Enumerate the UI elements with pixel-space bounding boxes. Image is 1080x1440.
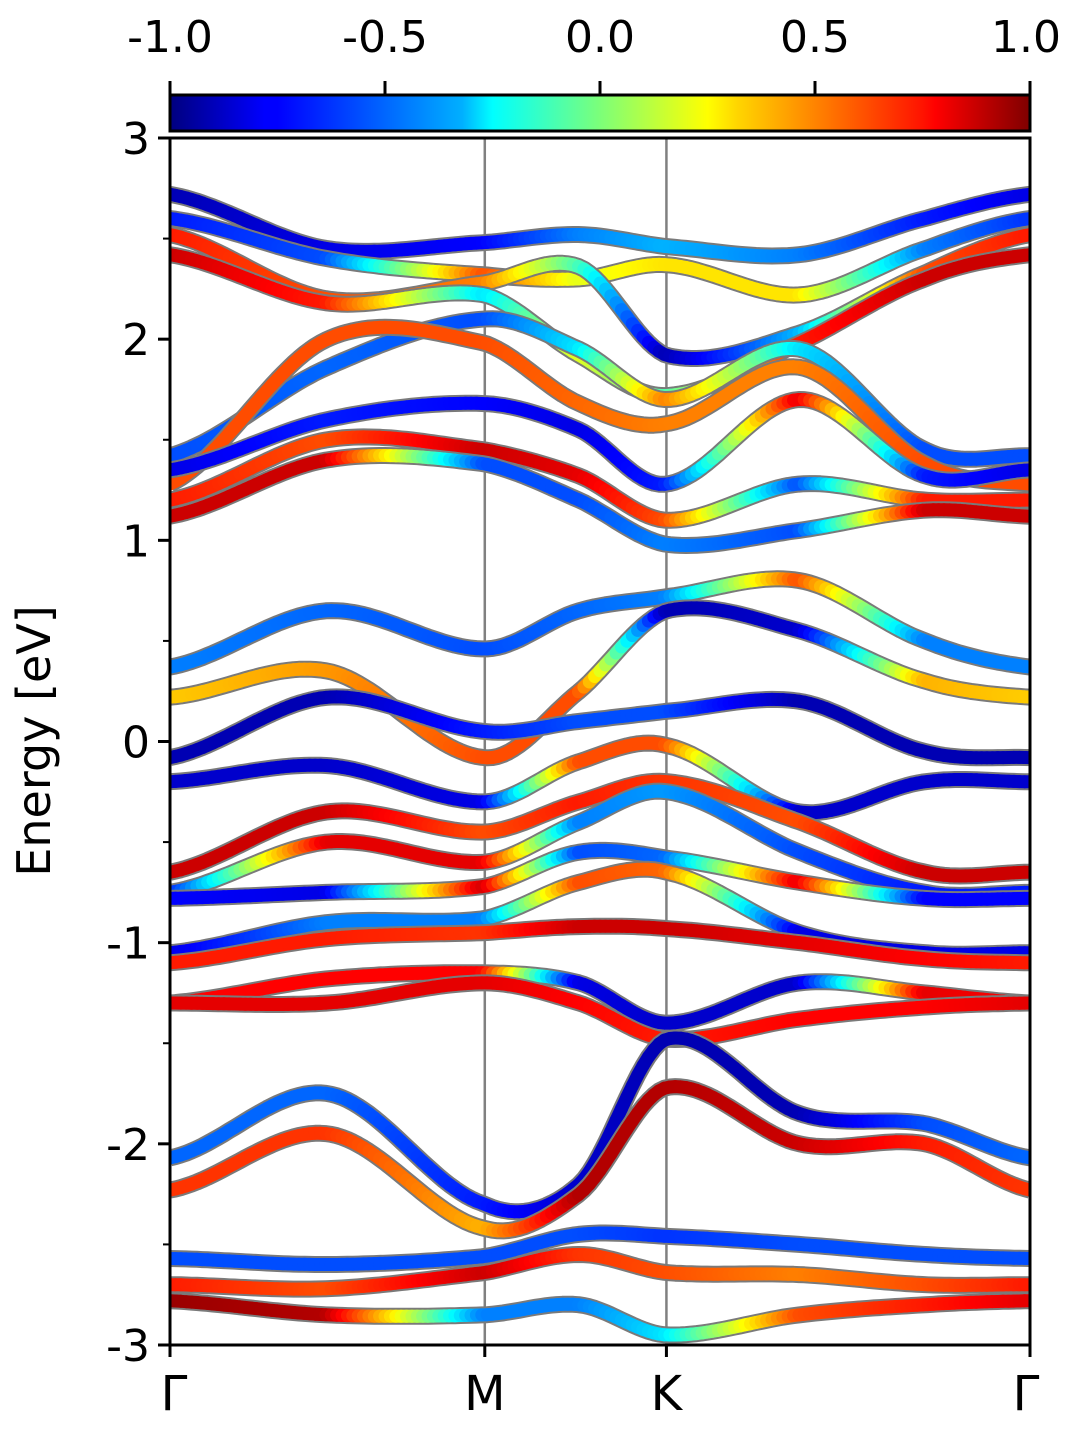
colorbar: -1.0 -0.5 0.0 0.5 1.0 (127, 12, 1061, 133)
colorbar-tick-label: 1.0 (991, 12, 1061, 63)
band-21 (170, 1078, 1030, 1240)
colorbar-tick-label: 0.5 (780, 12, 850, 63)
y-tick-label: -2 (106, 1120, 150, 1171)
band-7 (170, 428, 1030, 529)
band-19 (170, 974, 1030, 1048)
band-22 (170, 1224, 1030, 1273)
band-13 (170, 772, 1030, 885)
colorbar-tick-label: -1.0 (127, 12, 213, 63)
y-tick-label: 2 (122, 315, 150, 366)
band-12 (170, 734, 1030, 822)
band-8 (170, 447, 1030, 554)
plot-area: -3 -2 -1 0 1 2 3 Γ M K Γ Energy [eV] (7, 114, 1040, 1422)
y-tick-label: 0 (122, 718, 150, 769)
band-15 (170, 841, 1030, 909)
band-1 (170, 210, 1030, 304)
y-axis: -3 -2 -1 0 1 2 3 (106, 114, 170, 1372)
band-24 (170, 1292, 1030, 1344)
colorbar-ticks: -1.0 -0.5 0.0 0.5 1.0 (127, 12, 1061, 95)
band-11 (170, 688, 1030, 767)
bands (170, 185, 1030, 1344)
colorbar-tick-label: -0.5 (342, 12, 428, 63)
y-tick-label: -1 (106, 919, 150, 970)
y-axis-label: Energy [eV] (7, 605, 61, 876)
band-6 (170, 391, 1030, 493)
colorbar-gradient (168, 93, 1032, 133)
band-9 (170, 570, 1030, 676)
x-tick-label: M (464, 1366, 505, 1422)
y-tick-label: 1 (122, 516, 150, 567)
band-23 (170, 1246, 1030, 1298)
x-tick-label: Γ (1013, 1366, 1040, 1422)
x-tick-label: K (651, 1366, 684, 1422)
band-17 (170, 917, 1030, 972)
y-tick-label: -3 (106, 1321, 150, 1372)
band-20 (170, 1029, 1030, 1221)
y-tick-label: 3 (122, 114, 150, 165)
x-tick-label: Γ (161, 1366, 188, 1422)
band-10 (170, 599, 1030, 767)
colorbar-tick-label: 0.0 (565, 12, 635, 63)
band-0 (170, 185, 1030, 265)
